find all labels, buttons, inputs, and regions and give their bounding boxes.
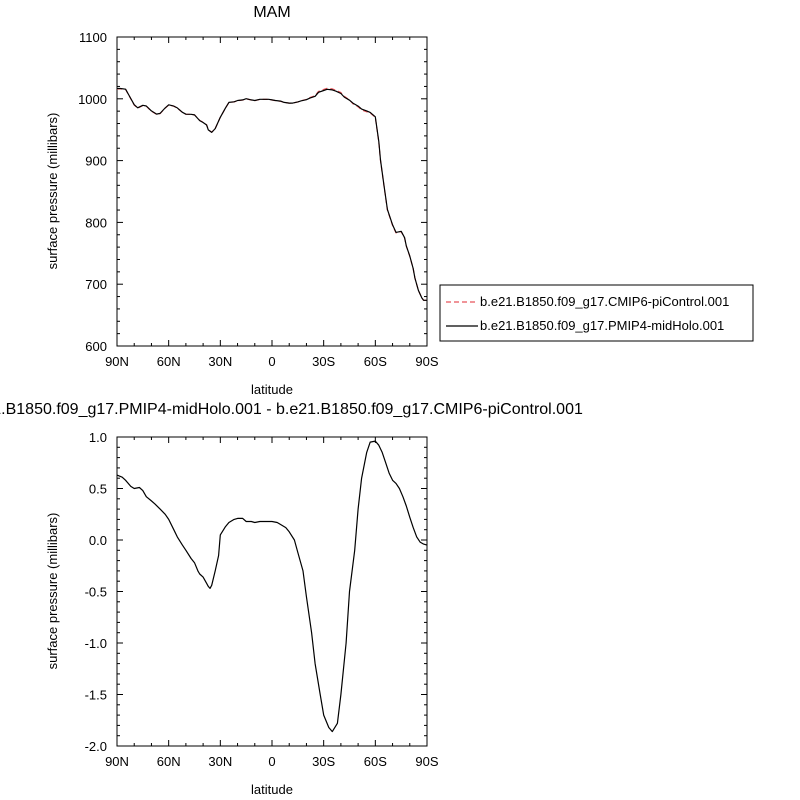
series-line-0 xyxy=(116,440,428,733)
y-tick-label: 1100 xyxy=(79,30,107,45)
diff-y-axis-label: surface pressure (millibars) xyxy=(45,513,60,670)
y-tick-label: -0.5 xyxy=(85,585,107,600)
series-line-0 xyxy=(117,87,427,301)
legend-box xyxy=(439,284,754,342)
legend: b.e21.B1850.f09_g17.CMIP6-piControl.001 … xyxy=(439,284,754,342)
axis-ticks: 90N 60N 30N 0 30S 60S 90S 600 700 800 900 1000 1100 xyxy=(78,30,439,369)
x-tick-label: 30N xyxy=(208,354,232,369)
diff-series-lines xyxy=(116,440,428,733)
x-tick-label: 0 xyxy=(268,754,275,769)
x-tick-label: 60S xyxy=(364,354,387,369)
diff-plot-frame xyxy=(116,436,428,747)
x-tick-label: 90S xyxy=(415,354,438,369)
diff-chart-title: b.e21.B1850.f09_g17.PMIP4-midHolo.001 - … xyxy=(0,401,583,418)
x-axis-label: latitude xyxy=(251,382,293,397)
x-tick-label: 90S xyxy=(415,754,438,769)
x-tick-label: 90N xyxy=(105,354,129,369)
bottom-panel: b.e21.B1850.f09_g17.PMIP4-midHolo.001 - … xyxy=(0,401,583,797)
y-tick-label: -1.5 xyxy=(85,688,107,703)
x-tick-label: 60S xyxy=(364,754,387,769)
y-tick-label: 0.5 xyxy=(89,482,107,497)
x-tick-label: 90N xyxy=(105,754,129,769)
x-tick-label: 30N xyxy=(208,754,232,769)
y-tick-label: 0.0 xyxy=(89,533,107,548)
y-tick-label: -1.0 xyxy=(85,636,107,651)
y-tick-label: 700 xyxy=(85,277,107,292)
y-tick-label: -2.0 xyxy=(85,739,107,754)
diff-axis-ticks: 90N 60N 30N 0 30S 60S 90S 1.0 0.5 0.0 -0.5 -1.0 -1.5… xyxy=(85,430,439,769)
x-tick-label: 0 xyxy=(268,354,275,369)
legend-label-mh: b.e21.B1850.f09_g17.PMIP4-midHolo.001 xyxy=(480,318,724,333)
y-tick-label: 900 xyxy=(85,154,107,169)
plot-frame xyxy=(116,36,428,347)
series-lines xyxy=(117,87,427,301)
x-tick-label: 60N xyxy=(157,354,181,369)
series-line-1 xyxy=(117,87,427,301)
chart-title: MAM xyxy=(253,4,290,21)
x-tick-label: 30S xyxy=(312,754,335,769)
y-axis-label: surface pressure (millibars) xyxy=(45,113,60,270)
x-tick-label: 30S xyxy=(312,354,335,369)
y-tick-label: 600 xyxy=(85,339,107,354)
y-tick-label: 1.0 xyxy=(89,430,107,445)
top-panel: MAM 90N 60N 30N 0 30S 60S 90S 600 700 800 900 1000 1… xyxy=(45,4,754,397)
y-tick-label: 800 xyxy=(85,215,107,230)
legend-label-pi: b.e21.B1850.f09_g17.CMIP6-piControl.001 xyxy=(480,294,729,309)
diff-x-axis-label: latitude xyxy=(251,782,293,797)
y-tick-label: 1000 xyxy=(78,92,107,107)
x-tick-label: 60N xyxy=(157,754,181,769)
